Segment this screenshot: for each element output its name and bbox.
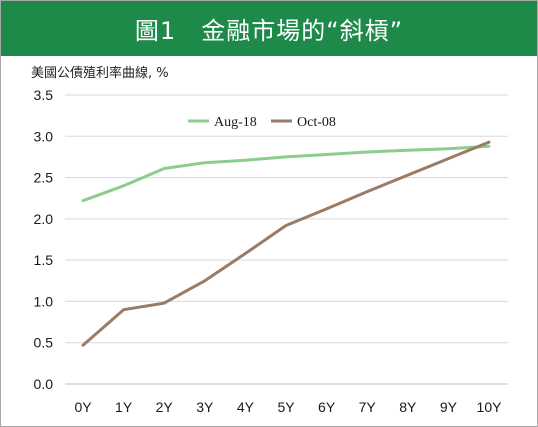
x-tick-label: 8Y [399,399,417,415]
legend-item-oct-08-label: Oct-08 [297,115,336,130]
x-tick-label: 5Y [277,399,295,415]
x-tick-label: 7Y [359,399,377,415]
y-tick-label: 3.5 [34,87,54,103]
y-axis-label: 美國公債殖利率曲線, % [31,66,169,81]
grid-lines [65,94,508,385]
y-tick-labels: 0.0 0.5 1.0 1.5 2.0 2.5 3.0 3.5 [34,87,54,392]
y-tick-label: 2.5 [34,170,54,186]
y-tick-label: 1.0 [34,293,54,309]
y-tick-label: 0.5 [34,335,54,351]
x-tick-label: 2Y [156,399,174,415]
x-tick-label: 6Y [318,399,336,415]
x-tick-labels: 0Y 1Y 2Y 3Y 4Y 5Y 6Y 7Y 8Y 9Y 10Y [74,399,502,415]
y-tick-label: 3.0 [34,128,54,144]
series-line-oct-08 [81,140,491,347]
series-line-aug-18 [81,144,491,203]
x-tick-label: 1Y [115,399,133,415]
chart-title: 圖1 金融市場的“斜槓” [134,17,404,45]
legend-item-aug-18-label: Aug-18 [214,115,257,130]
x-tick-label: 3Y [196,399,214,415]
y-tick-label: 1.5 [34,252,54,268]
title-bar: 圖1 金融市場的“斜槓” [1,1,537,56]
x-tick-label: 9Y [440,399,458,415]
y-tick-label: 2.0 [34,211,54,227]
x-tick-label: 0Y [74,399,92,415]
x-tick-label: 4Y [237,399,255,415]
x-tick-label: 10Y [477,399,503,415]
y-tick-label: 0.0 [34,376,54,392]
legend: Aug-18 Oct-08 [188,115,336,130]
series-lines [81,140,491,347]
